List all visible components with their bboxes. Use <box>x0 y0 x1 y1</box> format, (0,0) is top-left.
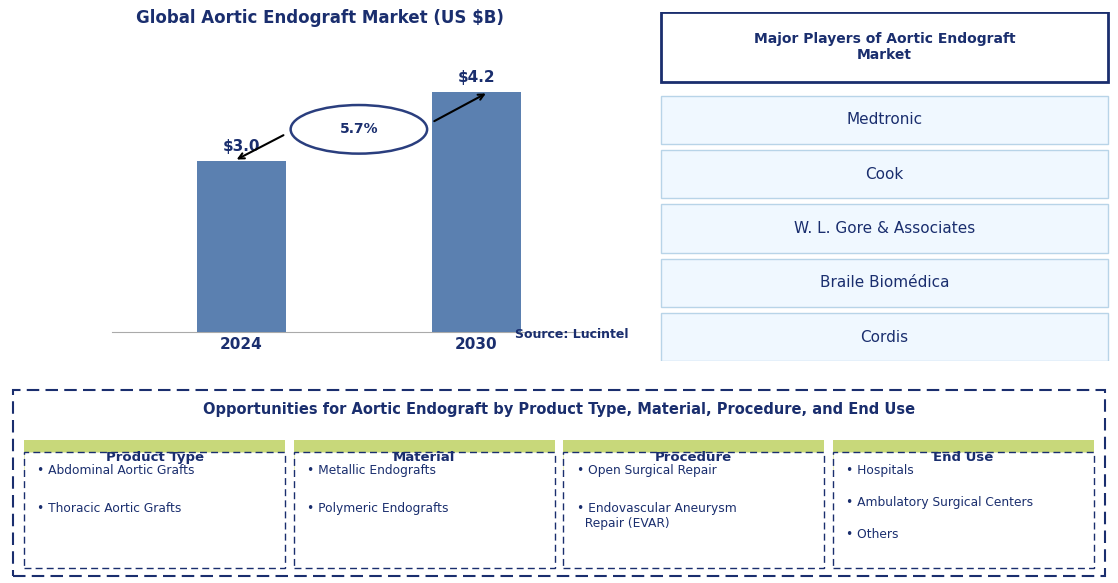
Text: • Polymeric Endografts: • Polymeric Endografts <box>307 503 448 515</box>
Text: Braile Biomédica: Braile Biomédica <box>819 275 949 290</box>
Text: 5.7%: 5.7% <box>340 122 378 136</box>
Text: $3.0: $3.0 <box>222 139 260 154</box>
Text: • Endovascular Aneurysm
  Repair (EVAR): • Endovascular Aneurysm Repair (EVAR) <box>577 503 737 531</box>
Text: Product Type: Product Type <box>106 451 203 464</box>
Text: Cook: Cook <box>865 167 903 182</box>
Bar <box>432 92 521 332</box>
Bar <box>661 96 1108 144</box>
Bar <box>563 440 824 475</box>
Bar <box>294 440 555 475</box>
Text: • Abdominal Aortic Grafts: • Abdominal Aortic Grafts <box>38 463 195 476</box>
Bar <box>833 452 1093 568</box>
Text: • Thoracic Aortic Grafts: • Thoracic Aortic Grafts <box>38 503 182 515</box>
Text: Material: Material <box>394 451 455 464</box>
Text: W. L. Gore & Associates: W. L. Gore & Associates <box>794 221 975 236</box>
Text: Cordis: Cordis <box>860 330 909 345</box>
Bar <box>833 440 1093 475</box>
Bar <box>25 452 285 568</box>
Text: $4.2: $4.2 <box>457 71 495 85</box>
Bar <box>661 205 1108 252</box>
Text: End Use: End Use <box>934 451 994 464</box>
Bar <box>197 161 286 332</box>
Text: Source: Lucintel: Source: Lucintel <box>514 328 628 341</box>
Text: • Metallic Endografts: • Metallic Endografts <box>307 463 436 476</box>
Bar <box>661 150 1108 198</box>
Text: • Hospitals: • Hospitals <box>846 463 913 476</box>
Text: Major Players of Aortic Endograft
Market: Major Players of Aortic Endograft Market <box>754 31 1015 62</box>
Bar <box>563 452 824 568</box>
Text: Opportunities for Aortic Endograft by Product Type, Material, Procedure, and End: Opportunities for Aortic Endograft by Pr… <box>203 402 915 417</box>
Text: Procedure: Procedure <box>655 451 732 464</box>
Bar <box>661 259 1108 307</box>
Bar <box>25 440 285 475</box>
Bar <box>294 452 555 568</box>
Text: • Ambulatory Surgical Centers: • Ambulatory Surgical Centers <box>846 496 1033 509</box>
Bar <box>661 12 1108 82</box>
Text: • Open Surgical Repair: • Open Surgical Repair <box>577 463 717 476</box>
Text: Global Aortic Endograft Market (US $B): Global Aortic Endograft Market (US $B) <box>135 9 504 27</box>
Text: Medtronic: Medtronic <box>846 112 922 127</box>
Text: • Others: • Others <box>846 528 899 541</box>
Bar <box>661 313 1108 361</box>
